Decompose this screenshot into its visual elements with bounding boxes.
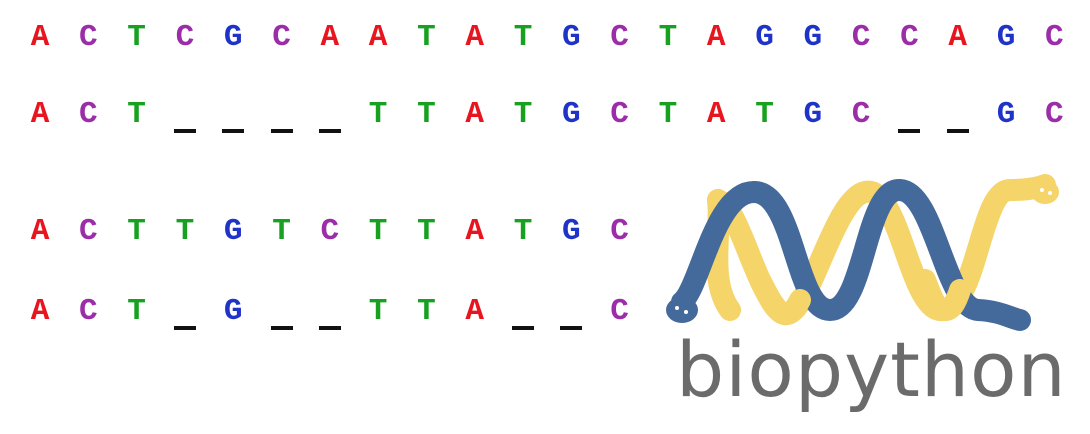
nucleotide-T: T xyxy=(513,97,533,132)
nucleotide-A: A xyxy=(465,294,484,329)
nucleotide-G: G xyxy=(561,214,581,249)
yellow-snake-head xyxy=(1031,180,1059,204)
nucleotide-T: T xyxy=(513,20,533,55)
nucleotide-T: T xyxy=(175,214,195,249)
alignment-gap xyxy=(318,326,341,330)
nucleotide-T: T xyxy=(127,97,146,132)
alignment-gap xyxy=(270,326,293,330)
nucleotide-T: T xyxy=(368,214,388,249)
nucleotide-C: C xyxy=(175,20,195,55)
nucleotide-T: T xyxy=(368,97,388,132)
nucleotide-G: G xyxy=(803,97,823,132)
nucleotide-C: C xyxy=(78,20,98,55)
nucleotide-G: G xyxy=(996,20,1016,55)
nucleotide-G: G xyxy=(996,97,1016,132)
alignment-gap xyxy=(946,129,969,133)
nucleotide-A: A xyxy=(30,20,50,55)
nucleotide-C: C xyxy=(610,97,629,132)
nucleotide-T: T xyxy=(658,97,678,132)
nucleotide-C: C xyxy=(851,20,871,55)
alignment-gap xyxy=(898,129,921,133)
nucleotide-T: T xyxy=(513,214,533,249)
nucleotide-T: T xyxy=(658,20,678,55)
nucleotide-C: C xyxy=(78,214,98,249)
alignment-gap xyxy=(560,326,583,330)
alignment-gap xyxy=(222,129,245,133)
nucleotide-T: T xyxy=(417,214,436,249)
nucleotide-A: A xyxy=(30,214,50,249)
nucleotide-A: A xyxy=(465,20,484,55)
nucleotide-A: A xyxy=(368,20,388,55)
nucleotide-G: G xyxy=(223,214,243,249)
nucleotide-C: C xyxy=(610,20,629,55)
nucleotide-C: C xyxy=(272,20,291,55)
alignment-gap xyxy=(270,129,293,133)
helix-blue-strand xyxy=(671,179,1031,331)
nucleotide-G: G xyxy=(561,97,581,132)
nucleotide-C: C xyxy=(78,294,98,329)
nucleotide-A: A xyxy=(30,294,50,329)
biopython-logo-icon xyxy=(666,174,1059,331)
nucleotide-A: A xyxy=(706,20,726,55)
nucleotide-C: C xyxy=(320,214,340,249)
nucleotide-A: A xyxy=(30,97,50,132)
nucleotide-A: A xyxy=(320,20,340,55)
nucleotide-C: C xyxy=(900,20,919,55)
nucleotide-C: C xyxy=(610,214,629,249)
nucleotide-T: T xyxy=(127,20,146,55)
nucleotide-A: A xyxy=(465,97,484,132)
nucleotide-A: A xyxy=(948,20,967,55)
nucleotide-A: A xyxy=(706,97,726,132)
nucleotide-T: T xyxy=(417,20,436,55)
nucleotide-G: G xyxy=(561,20,581,55)
nucleotide-G: G xyxy=(223,20,243,55)
nucleotide-T: T xyxy=(368,294,388,329)
nucleotide-T: T xyxy=(272,214,291,249)
nucleotide-G: G xyxy=(755,20,774,55)
alignment-gap xyxy=(512,326,534,330)
nucleotide-C: C xyxy=(1044,20,1064,55)
alignment-gap xyxy=(173,326,196,330)
nucleotide-G: G xyxy=(223,294,243,329)
nucleotide-T: T xyxy=(127,214,146,249)
nucleotide-T: T xyxy=(417,97,436,132)
nucleotide-C: C xyxy=(1044,97,1064,132)
biopython-wordmark: biopython xyxy=(676,325,1067,414)
nucleotide-C: C xyxy=(610,294,629,329)
nucleotide-T: T xyxy=(127,294,146,329)
helix-yellow-front-2 xyxy=(914,269,971,321)
nucleotide-T: T xyxy=(417,294,436,329)
helix-yellow-front-1 xyxy=(749,269,811,326)
alignment-gap xyxy=(318,129,341,133)
nucleotide-C: C xyxy=(78,97,98,132)
nucleotide-G: G xyxy=(803,20,823,55)
nucleotide-C: C xyxy=(851,97,871,132)
alignment-gap xyxy=(173,129,196,133)
nucleotide-T: T xyxy=(755,97,774,132)
nucleotide-A: A xyxy=(465,214,484,249)
blue-snake-head xyxy=(666,297,698,323)
